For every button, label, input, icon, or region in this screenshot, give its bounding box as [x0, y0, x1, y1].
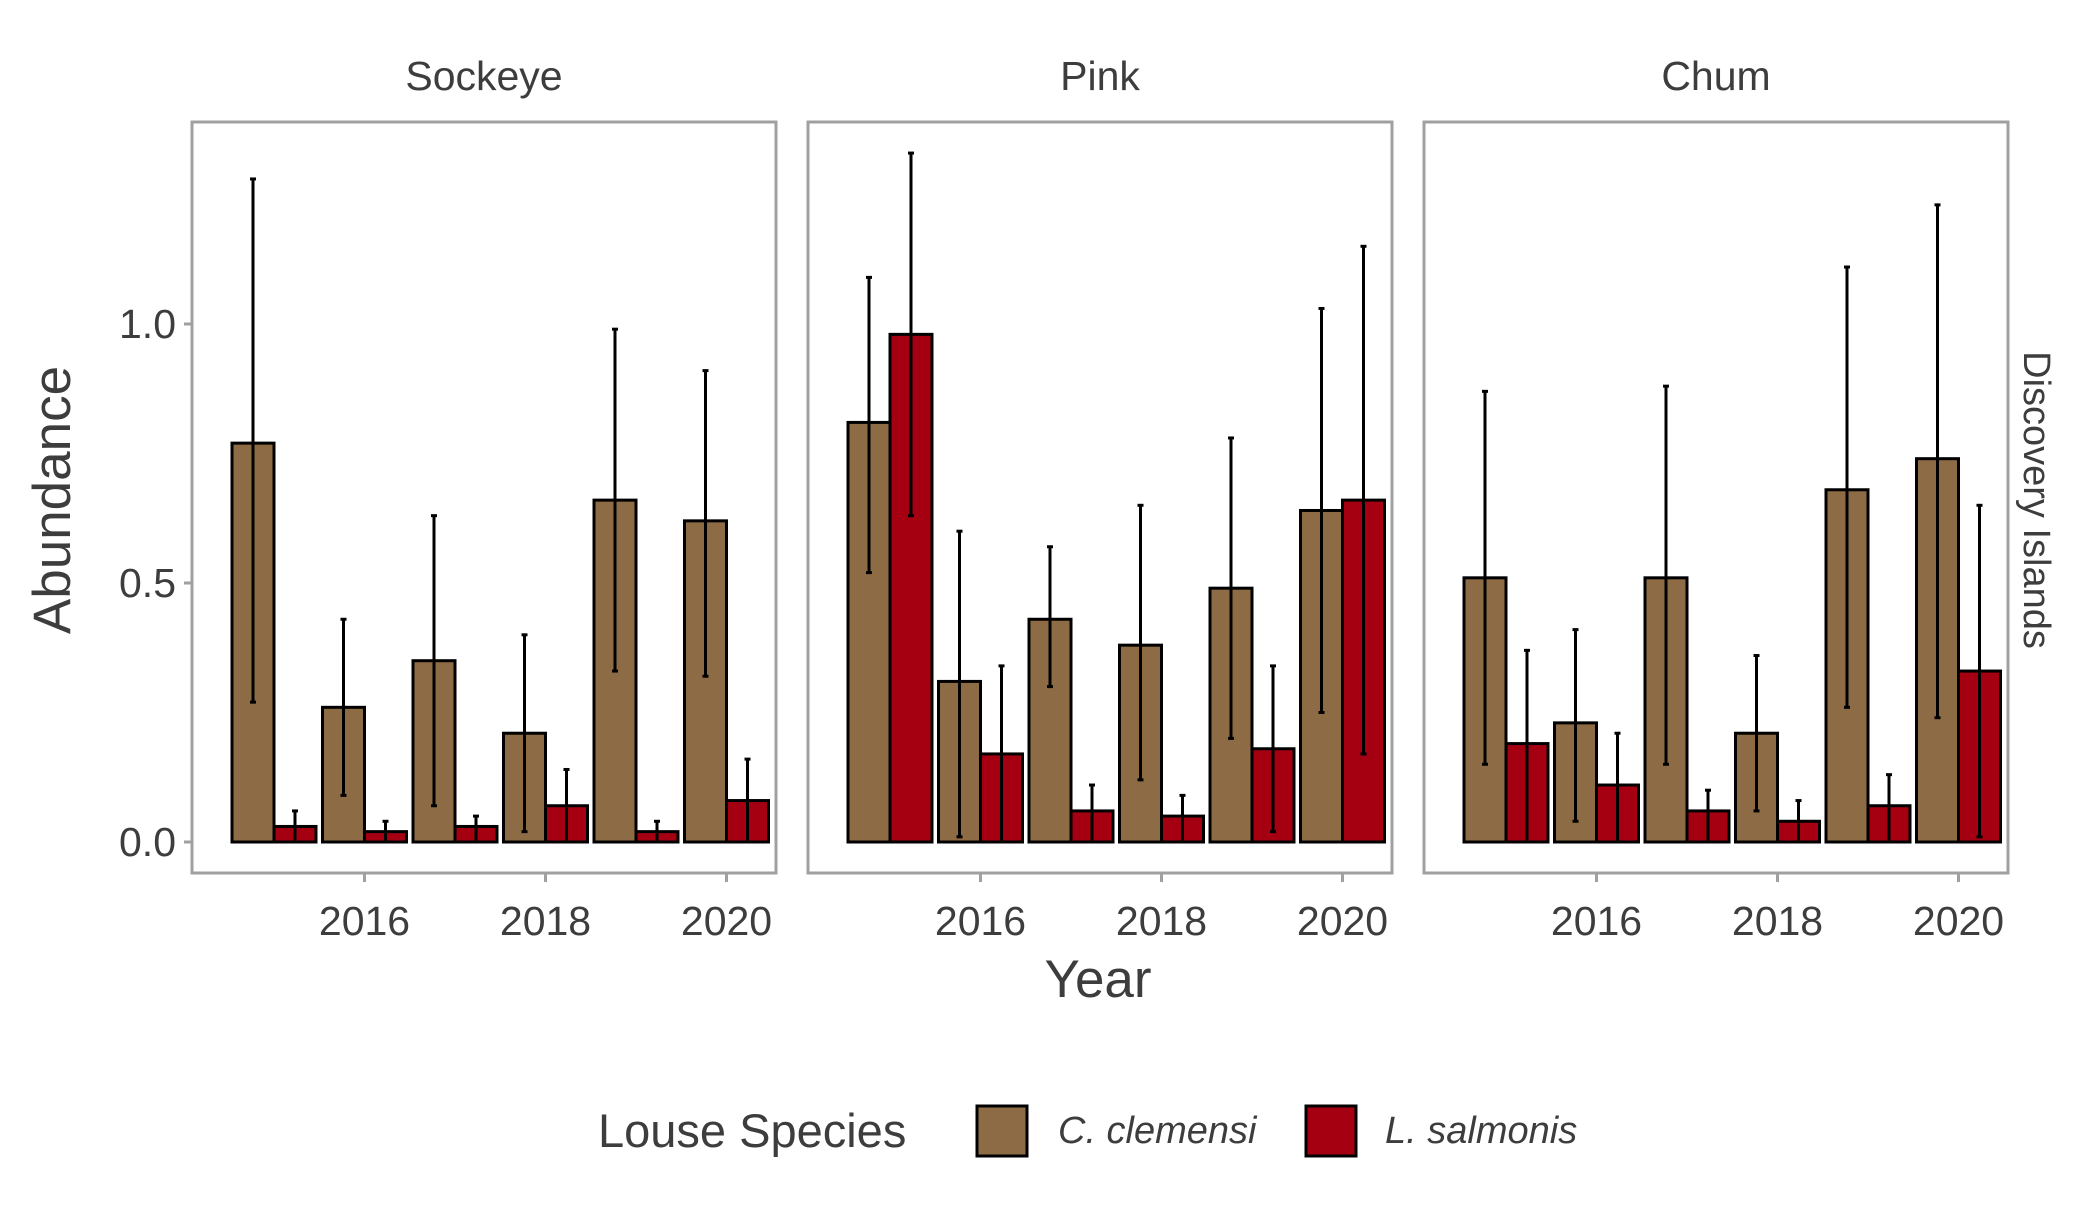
- legend-title: Louse Species: [598, 1104, 906, 1157]
- y-axis: 0.0 0.5 1.0: [119, 301, 192, 865]
- x-tick-label: 2018: [500, 898, 591, 944]
- facet-strip-label: Pink: [1060, 53, 1140, 99]
- x-tick-label: 2018: [1116, 898, 1207, 944]
- y-tick-label: 1.0: [119, 301, 176, 347]
- y-axis-title: Abundance: [23, 366, 82, 634]
- facet-panel-chum: Chum 2016 2018 2020: [1422, 53, 2010, 944]
- facet-strip-label: Chum: [1661, 53, 1770, 99]
- x-tick-label: 2020: [1297, 898, 1388, 944]
- facets-layer: Sockeye 2016 2018 2020 Pink 2016 2018 2020 Chum 2…: [190, 53, 2010, 944]
- facet-panel-sockeye: Sockeye 2016 2018 2020: [190, 53, 778, 944]
- y-tick-label: 0.5: [119, 560, 176, 606]
- legend-label-c-clemensi: C. clemensi: [1058, 1110, 1258, 1152]
- x-tick-label: 2018: [1732, 898, 1823, 944]
- legend-key-l-salmonis: [1304, 1104, 1358, 1158]
- x-tick-label: 2020: [1913, 898, 2004, 944]
- y-tick-label: 0.0: [119, 819, 176, 865]
- row-strip-label: Discovery Islands: [2015, 351, 2057, 649]
- x-tick-label: 2016: [1551, 898, 1642, 944]
- panel-border: [190, 120, 778, 875]
- bar: [888, 332, 934, 844]
- x-tick-label: 2016: [319, 898, 410, 944]
- facet-panel-pink: Pink 2016 2018 2020: [806, 53, 1394, 944]
- x-tick-label: 2020: [681, 898, 772, 944]
- facet-strip-label: Sockeye: [405, 53, 562, 99]
- legend-label-l-salmonis: L. salmonis: [1385, 1110, 1577, 1152]
- x-tick-label: 2016: [935, 898, 1026, 944]
- legend-key-c-clemensi: [975, 1104, 1029, 1158]
- x-axis-title: Year: [1044, 950, 1151, 1009]
- legend: Louse Species C. clemensi L. salmonis: [598, 1104, 1577, 1158]
